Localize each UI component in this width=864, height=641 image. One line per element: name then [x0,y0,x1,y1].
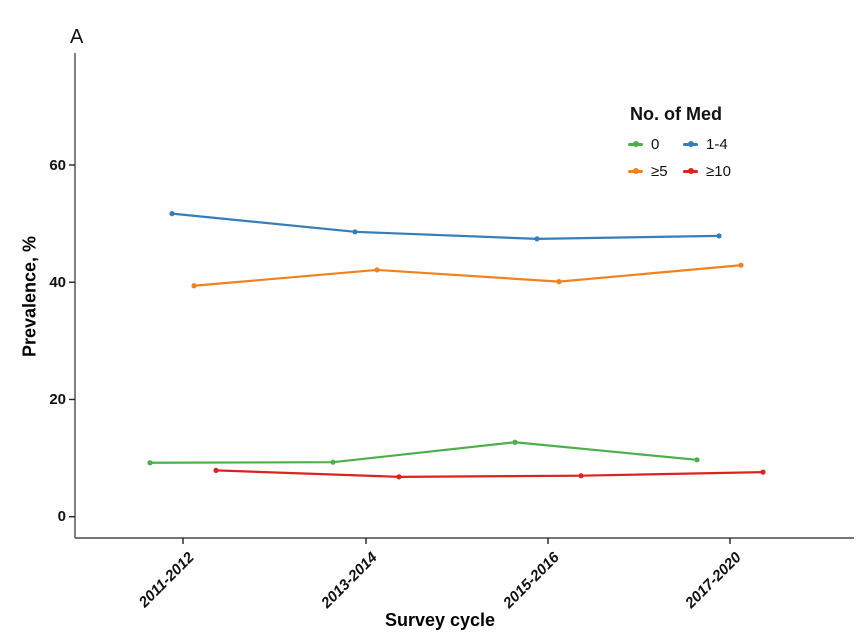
legend-marker-orange-icon [628,168,643,174]
legend-entry-1-4: 1-4 [683,134,731,154]
legend-grid: 0 1-4 ≥5 ≥10 [628,134,731,181]
legend-entry-ge5: ≥5 [628,161,683,181]
legend-entry-ge10: ≥10 [683,161,731,181]
series-line-0 [148,441,699,464]
series-point-1-0 [169,211,175,217]
series-point-0-0 [147,460,153,466]
series-line-3 [214,469,765,478]
series-point-0-3 [694,457,700,463]
y-axis-title: Prevalence, % [19,235,40,358]
legend-title: No. of Med [630,104,722,124]
series-point-1-3 [716,233,722,239]
series-point-1-2 [534,236,540,242]
y-tick-label-20: 20 [49,391,66,408]
y-tick-label-40: 40 [49,273,66,291]
legend-label: 0 [651,135,660,153]
legend-marker-green-icon [628,141,643,147]
series-point-3-1 [396,474,402,480]
legend-marker-red-icon [683,168,698,174]
series-point-3-3 [760,469,766,475]
legend-label: 1-4 [706,135,728,153]
y-tick-label-60: 60 [49,156,66,174]
series-point-2-1 [374,267,380,273]
series-point-0-2 [512,439,518,445]
legend: No. of Med 0 1-4 ≥5 ≥10 [628,104,731,181]
x-axis-title: Survey cycle [384,610,496,630]
series-point-0-1 [330,459,336,465]
series-point-2-2 [556,279,562,285]
series-point-2-3 [738,262,744,268]
series-point-2-0 [191,283,197,289]
series-line-2 [192,264,743,287]
series-point-3-0 [213,467,219,473]
legend-label: ≥10 [706,162,731,180]
series-point-3-2 [578,473,584,479]
legend-marker-blue-icon [683,141,698,147]
series-line-1 [170,212,721,240]
legend-entry-0: 0 [628,134,683,154]
panel-label: A [70,26,84,48]
series-point-1-1 [352,229,358,235]
legend-label: ≥5 [651,162,668,180]
y-tick-label-0: 0 [57,508,66,525]
